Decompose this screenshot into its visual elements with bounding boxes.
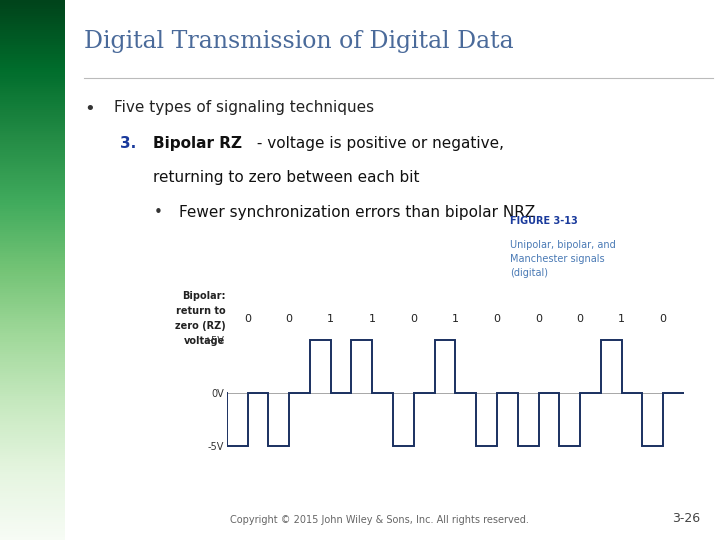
Text: - voltage is positive or negative,: - voltage is positive or negative, xyxy=(251,136,503,151)
Text: •: • xyxy=(84,100,95,118)
Text: Unipolar, bipolar, and
Manchester signals
(digital): Unipolar, bipolar, and Manchester signal… xyxy=(510,240,616,278)
Text: Digital Transmission of Digital Data: Digital Transmission of Digital Data xyxy=(84,30,514,53)
Text: 3-26: 3-26 xyxy=(672,512,701,525)
Text: 0: 0 xyxy=(577,314,584,324)
Text: 0: 0 xyxy=(244,314,251,324)
Text: 1: 1 xyxy=(452,314,459,324)
Text: Bipolar RZ: Bipolar RZ xyxy=(153,136,242,151)
Text: returning to zero between each bit: returning to zero between each bit xyxy=(153,170,420,185)
Text: 1: 1 xyxy=(369,314,376,324)
Text: Five types of signaling techniques: Five types of signaling techniques xyxy=(114,100,374,115)
Text: 0: 0 xyxy=(660,314,667,324)
Text: 0: 0 xyxy=(535,314,542,324)
Text: Bipolar:
return to
zero (RZ)
voltage: Bipolar: return to zero (RZ) voltage xyxy=(174,292,225,346)
Text: 1: 1 xyxy=(618,314,625,324)
Text: 1: 1 xyxy=(327,314,334,324)
Text: Fewer synchronization errors than bipolar NRZ: Fewer synchronization errors than bipola… xyxy=(179,205,536,220)
Text: 0: 0 xyxy=(410,314,418,324)
Text: Copyright © 2015 John Wiley & Sons, Inc. All rights reserved.: Copyright © 2015 John Wiley & Sons, Inc.… xyxy=(230,515,528,525)
Text: •: • xyxy=(153,205,162,220)
Text: 0: 0 xyxy=(493,314,500,324)
Text: FIGURE 3-13: FIGURE 3-13 xyxy=(510,216,578,226)
Text: 3.: 3. xyxy=(120,136,137,151)
Text: 0: 0 xyxy=(286,314,292,324)
